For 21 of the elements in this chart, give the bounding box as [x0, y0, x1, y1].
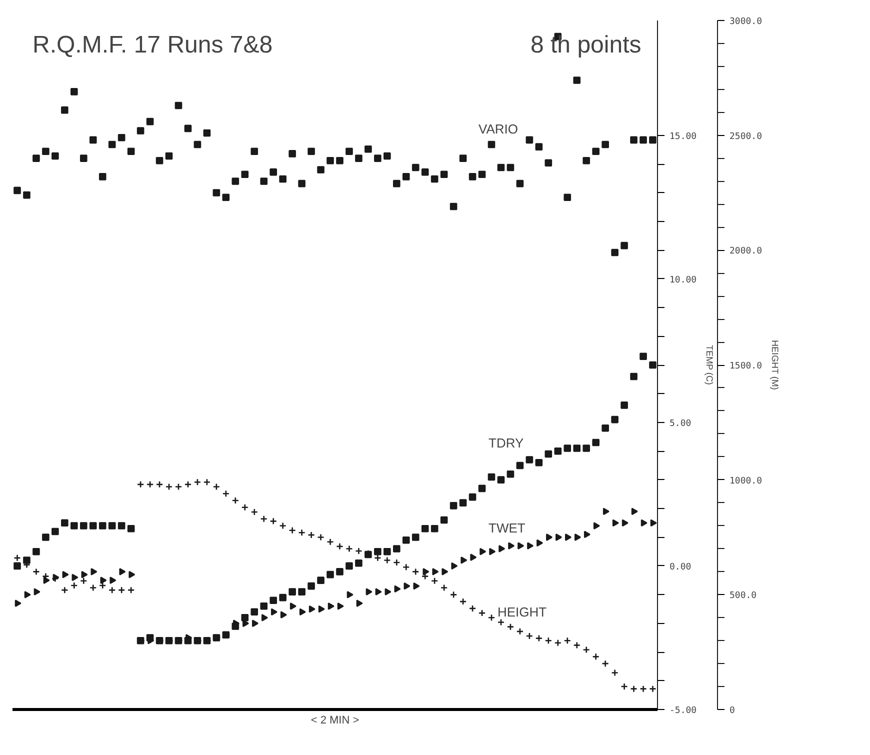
y2-tick-label: 500.0: [730, 591, 757, 602]
y2-axis-title: HEIGHT (M): [770, 340, 780, 390]
series-label: VARIO: [478, 122, 518, 136]
text: 8 th points: [530, 32, 642, 58]
y2-tick-label: 2500.0: [730, 132, 762, 142]
y-tick-label: -5.00: [670, 706, 697, 716]
y-axis-title: TEMP (C): [704, 345, 715, 385]
y2-tick-label: 3000.0: [730, 17, 762, 27]
y-tick-label: 10.00: [670, 275, 697, 286]
series-label: HEIGHT: [498, 604, 547, 620]
text: R.Q.M.F. 17 Runs 7&8: [32, 32, 273, 58]
y2-tick-label: 1000.0: [730, 476, 762, 486]
y2-tick-label: 2000.0: [730, 246, 762, 257]
x-axis-title: < 2 MIN >: [310, 714, 360, 726]
series-label: TWET: [488, 520, 526, 536]
y-tick-label: 15.00: [670, 132, 697, 142]
series-label: TDRY: [488, 436, 524, 450]
y-tick-label: 5.00: [670, 418, 692, 429]
y-tick-label: 0.00: [670, 562, 692, 572]
y2-tick-label: 0: [730, 706, 735, 716]
y2-tick-label: 1500.0: [730, 362, 762, 372]
